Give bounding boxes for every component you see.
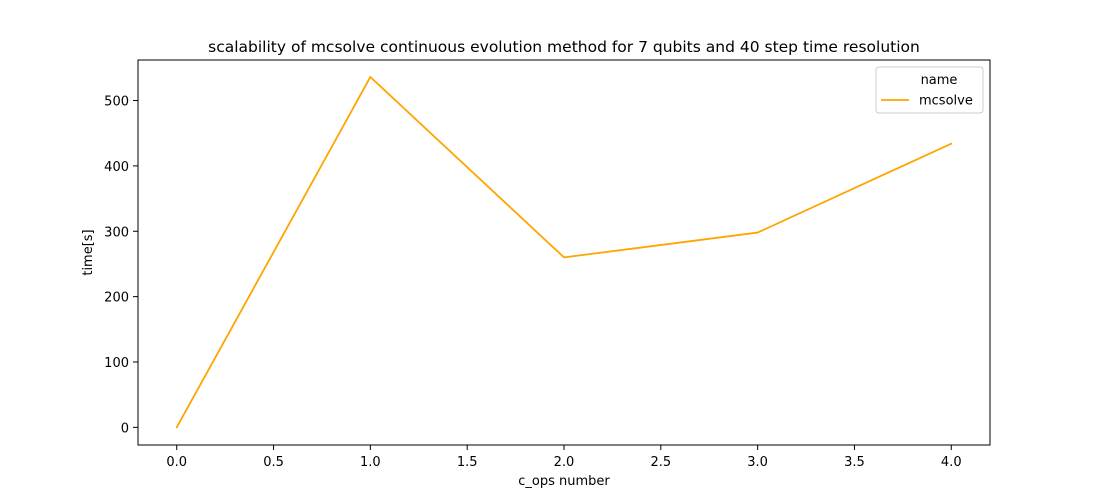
x-tick-label: 1.0	[360, 455, 381, 470]
x-tick-label: 3.0	[747, 455, 768, 470]
x-tick-label: 1.5	[457, 455, 478, 470]
legend-title: name	[921, 73, 958, 88]
legend-entry-mcsolve: mcsolve	[919, 94, 973, 109]
y-tick-label: 400	[104, 160, 129, 175]
x-tick-label: 4.0	[941, 455, 962, 470]
chart-title: scalability of mcsolve continuous evolut…	[208, 38, 920, 56]
x-tick-label: 2.5	[650, 455, 671, 470]
data-point	[756, 231, 759, 234]
x-axis-ticks: 0.0 0.5 1.0 1.5 2.0 2.5 3.0 3.5 4.0	[166, 445, 962, 470]
legend: name mcsolve	[875, 66, 984, 114]
y-tick-label: 300	[104, 225, 129, 240]
y-axis-ticks: 0 100 200 300 400 500	[104, 95, 138, 436]
data-point	[175, 426, 178, 429]
data-point	[369, 76, 372, 78]
data-point	[563, 256, 565, 259]
x-tick-label: 2.0	[554, 455, 575, 470]
series-layer	[175, 76, 953, 429]
legend-box	[875, 66, 984, 114]
x-axis-label: c_ops number	[518, 474, 610, 489]
x-tick-label: 0.5	[263, 455, 284, 470]
x-tick-label: 0.0	[166, 455, 187, 470]
data-point	[950, 142, 953, 145]
y-tick-label: 0	[121, 421, 129, 436]
x-tick-label: 3.5	[844, 455, 865, 470]
plot-frame	[137, 59, 991, 446]
y-tick-label: 100	[104, 356, 129, 371]
y-tick-label: 200	[104, 291, 129, 306]
y-tick-label: 500	[104, 95, 129, 110]
plot-area: 0.0 0.5 1.0 1.5 2.0 2.5 3.0 3.5 4.0 0 100 200 300 40…	[104, 59, 991, 470]
y-axis-label: time[s]	[81, 229, 96, 275]
